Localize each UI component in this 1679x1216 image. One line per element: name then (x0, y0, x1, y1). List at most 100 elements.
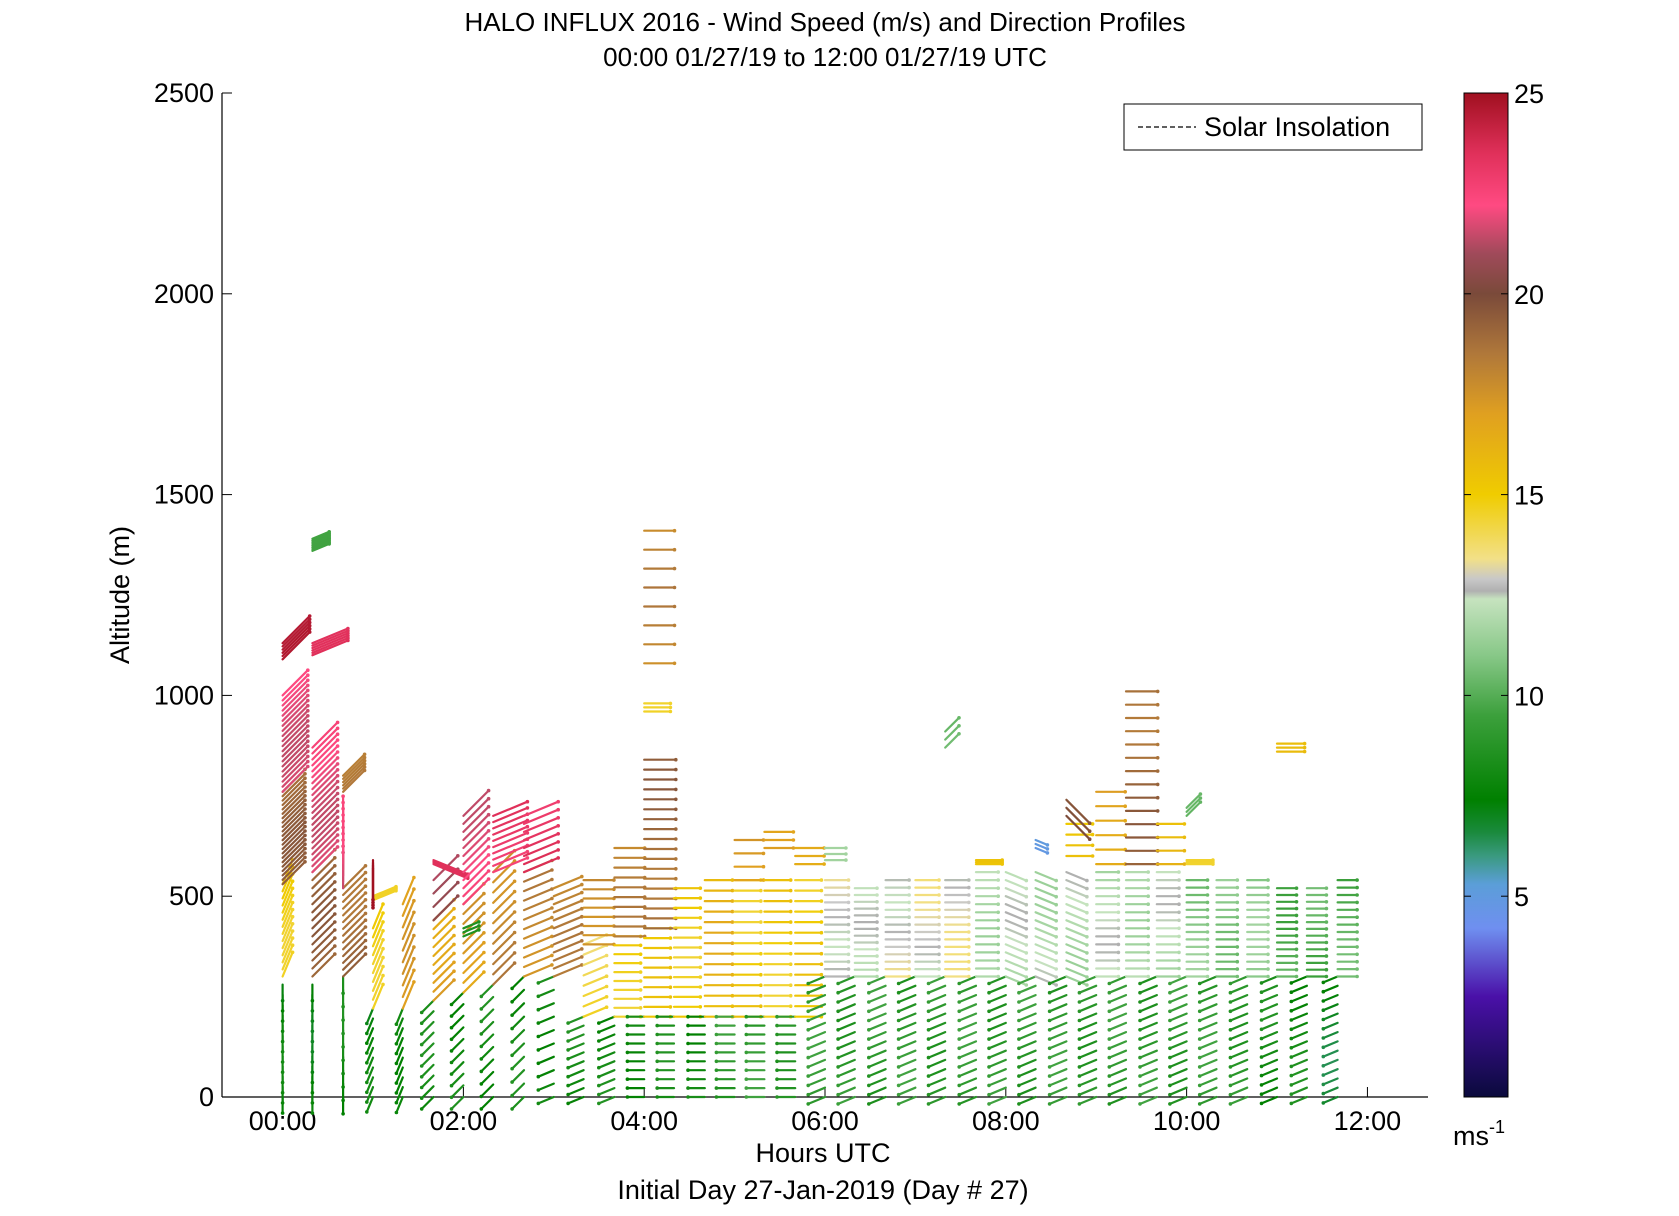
wind-arrow (1290, 1049, 1309, 1059)
wind-arrow-head (698, 965, 703, 970)
wind-arrow-head (1266, 908, 1270, 912)
colorbar-tick-label: 20 (1514, 280, 1544, 310)
wind-arrow-head (967, 915, 971, 919)
wind-arrow-head (512, 889, 517, 894)
wind-arrow-head (1289, 999, 1294, 1004)
wind-arrow-head (310, 1050, 315, 1054)
wind-arrow (867, 1058, 887, 1069)
wind-arrow-head (836, 1065, 840, 1069)
wind-arrow-head (477, 928, 481, 932)
wind-arrow-head (1085, 983, 1089, 987)
wind-arrow-head (987, 1092, 991, 1097)
wind-arrow (1260, 1040, 1279, 1049)
wind-arrow (552, 915, 583, 930)
wind-arrow-head (333, 904, 337, 908)
wind-arrow-head (310, 1090, 315, 1095)
wind-arrow-head (655, 1041, 659, 1046)
wind-arrow-head (1197, 1083, 1202, 1088)
wind-arrow-head (1205, 915, 1210, 919)
wind-arrow-head (937, 885, 941, 890)
wind-arrow (1229, 975, 1249, 985)
wind-arrow-head (638, 988, 643, 992)
wind-arrow (1322, 1040, 1339, 1049)
wind-arrow-head (1024, 935, 1029, 939)
wind-arrow (987, 1058, 1007, 1069)
wind-arrow (1168, 1077, 1188, 1087)
wind-arrow-head (1155, 795, 1160, 800)
wind-arrow (1004, 935, 1028, 947)
wind-arrow-head (1107, 1028, 1112, 1032)
wind-arrow-head (625, 1050, 630, 1055)
wind-arrow (566, 1078, 585, 1087)
wind-arrow (987, 1012, 1007, 1022)
wind-arrow-head (867, 990, 871, 995)
wind-arrow-head (1045, 847, 1050, 851)
wind-arrow-head (1138, 1037, 1142, 1041)
wind-arrow (1078, 1049, 1098, 1059)
wind-arrow (342, 871, 367, 897)
wind-arrow-head (310, 998, 315, 1003)
wind-arrow (867, 1077, 887, 1087)
chart-title: HALO INFLUX 2016 - Wind Speed (m/s) and … (464, 7, 1185, 37)
wind-arrow-head (937, 893, 941, 897)
wind-arrow-head (486, 821, 491, 825)
wind-arrow (552, 963, 583, 978)
wind-arrow-head (744, 1014, 749, 1019)
wind-arrow (281, 719, 309, 748)
wind-arrow (1198, 1021, 1218, 1031)
wind-arrow (281, 674, 309, 702)
wind-arrow (867, 1086, 887, 1096)
wind-arrow (987, 984, 1007, 994)
wind-arrow-head (419, 1032, 424, 1036)
wind-arrow-head (1321, 1064, 1326, 1068)
wind-arrow-head (604, 995, 609, 999)
wind-arrow-head (668, 705, 673, 710)
wind-arrow-head (759, 888, 763, 893)
wind-arrow-head (512, 879, 517, 884)
wind-arrow-head (867, 1074, 871, 1078)
wind-arrow (807, 1021, 827, 1031)
wind-arrow-head (394, 1032, 399, 1036)
wind-arrow-head (306, 673, 310, 677)
wind-arrow-head (335, 815, 340, 819)
wind-arrow-head (1294, 886, 1299, 890)
wind-arrow-head (335, 785, 340, 790)
wind-arrow (1198, 993, 1218, 1004)
wind-arrow-head (1228, 1028, 1233, 1032)
wind-arrow-head (1107, 1018, 1112, 1023)
wind-arrow (311, 756, 339, 785)
wind-arrow-head (714, 1032, 719, 1037)
wind-arrow-head (1116, 910, 1121, 915)
wind-arrow (462, 845, 490, 874)
wind-arrow-head (907, 930, 911, 934)
wind-arrow-head (1116, 870, 1121, 874)
wind-arrow-head (655, 1032, 659, 1037)
wind-arrow-head (625, 1023, 630, 1028)
wind-arrow (432, 916, 456, 940)
wind-arrow (450, 991, 465, 1006)
wind-arrow-head (306, 668, 310, 672)
wind-arrow (1290, 1077, 1309, 1087)
wind-arrow-head (967, 878, 971, 882)
wind-arrow-head (310, 1101, 315, 1105)
wind-arrow-head (1228, 1102, 1233, 1106)
wind-arrow-head (556, 816, 560, 820)
wind-arrow-head (341, 1031, 345, 1036)
wind-arrow (836, 1003, 856, 1013)
wind-arrow-head (744, 1077, 749, 1081)
wind-arrow-head (1324, 947, 1329, 952)
wind-arrow-head (1024, 983, 1029, 987)
wind-arrow (1138, 1095, 1158, 1106)
wind-arrow-head (479, 1107, 484, 1111)
wind-arrow-head (482, 911, 486, 915)
wind-arrow-head (1024, 919, 1029, 923)
wind-arrow (342, 898, 367, 924)
wind-arrow (1065, 878, 1089, 890)
wind-arrow-head (1205, 959, 1210, 964)
wind-arrow (836, 1049, 856, 1059)
wind-arrow (311, 721, 339, 749)
wind-arrow-head (744, 1059, 749, 1064)
wind-arrow-head (1205, 893, 1210, 897)
wind-arrow-head (759, 899, 763, 903)
wind-arrow-head (806, 1000, 810, 1004)
